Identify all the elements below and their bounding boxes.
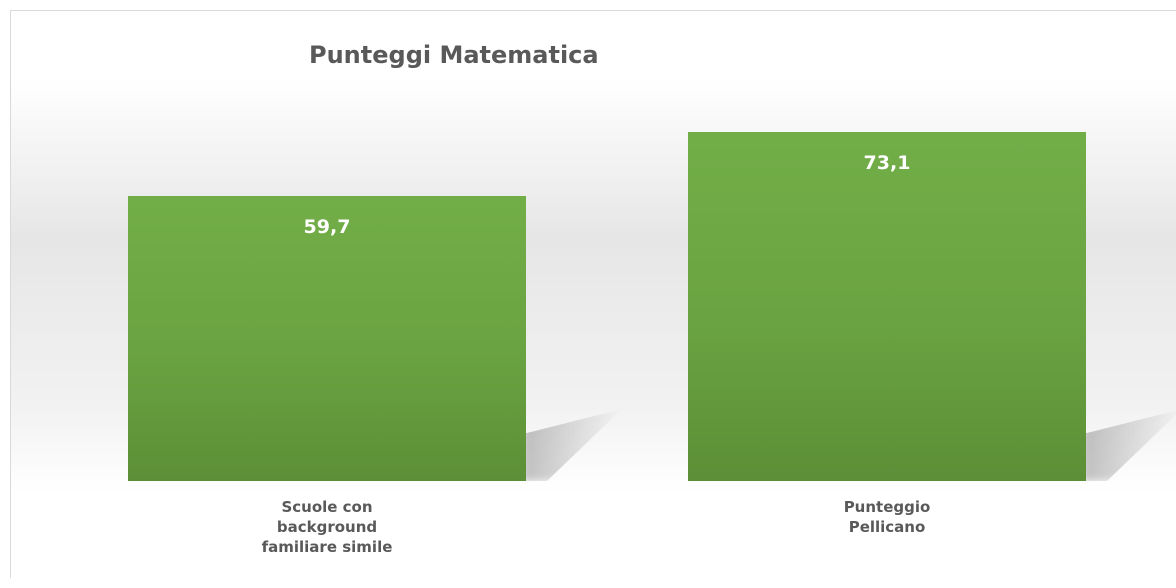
bar: 73,1 (688, 131, 1086, 481)
chart: Punteggi Matematica 59,7 Scuole con backg… (10, 10, 1176, 578)
bar-shadow (1082, 409, 1176, 481)
bar: 59,7 (128, 195, 526, 481)
x-tick-label: Punteggio Pellicano (843, 498, 931, 536)
chart-title: Punteggi Matematica (309, 41, 599, 69)
data-label: 59,7 (303, 215, 351, 238)
x-tick-label: Scuole con background familiare simile (261, 498, 393, 556)
data-label: 73,1 (863, 151, 911, 174)
bar-shadow (522, 409, 622, 481)
